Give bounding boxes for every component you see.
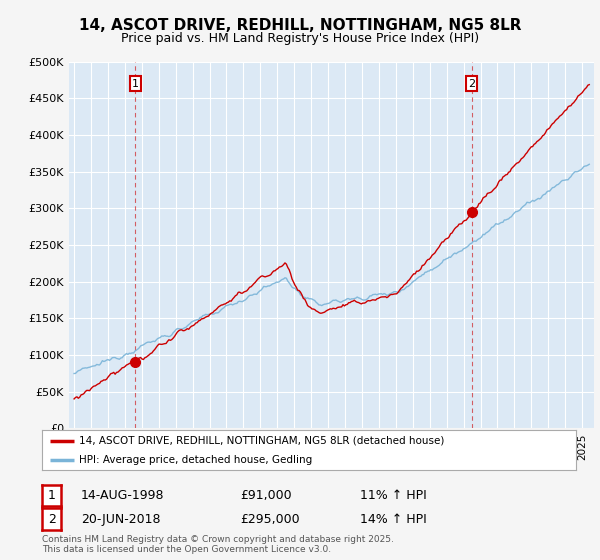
Text: 14, ASCOT DRIVE, REDHILL, NOTTINGHAM, NG5 8LR: 14, ASCOT DRIVE, REDHILL, NOTTINGHAM, NG…	[79, 18, 521, 33]
Text: Price paid vs. HM Land Registry's House Price Index (HPI): Price paid vs. HM Land Registry's House …	[121, 32, 479, 45]
Text: 14-AUG-1998: 14-AUG-1998	[81, 489, 164, 502]
Text: 2: 2	[47, 512, 56, 526]
Text: Contains HM Land Registry data © Crown copyright and database right 2025.
This d: Contains HM Land Registry data © Crown c…	[42, 535, 394, 554]
Text: £295,000: £295,000	[240, 512, 299, 526]
Text: 2: 2	[468, 78, 475, 88]
Text: 14, ASCOT DRIVE, REDHILL, NOTTINGHAM, NG5 8LR (detached house): 14, ASCOT DRIVE, REDHILL, NOTTINGHAM, NG…	[79, 436, 445, 446]
Text: 1: 1	[47, 489, 56, 502]
Text: 1: 1	[132, 78, 139, 88]
Text: 20-JUN-2018: 20-JUN-2018	[81, 512, 161, 526]
Text: HPI: Average price, detached house, Gedling: HPI: Average price, detached house, Gedl…	[79, 455, 313, 465]
Text: 14% ↑ HPI: 14% ↑ HPI	[360, 512, 427, 526]
Text: 11% ↑ HPI: 11% ↑ HPI	[360, 489, 427, 502]
Text: £91,000: £91,000	[240, 489, 292, 502]
